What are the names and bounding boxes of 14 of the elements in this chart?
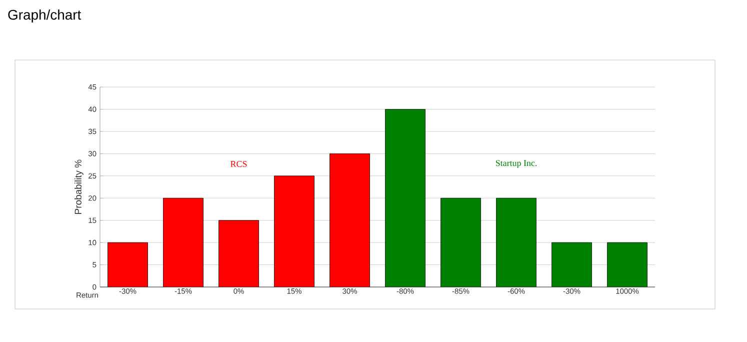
text: RCS: [230, 160, 247, 168]
y-axis-title: Probability %: [74, 160, 84, 214]
bar: [330, 153, 370, 287]
bar: [440, 198, 481, 287]
bar: [163, 198, 204, 287]
bar: [496, 198, 536, 287]
chart-title: Graph/chart: [8, 9, 82, 22]
bar: [607, 242, 648, 287]
bar: [218, 220, 259, 287]
bar: [108, 242, 148, 287]
bar: [552, 242, 592, 287]
bar: [274, 176, 314, 287]
text: Startup Inc.: [496, 160, 537, 168]
bar: [385, 109, 426, 287]
